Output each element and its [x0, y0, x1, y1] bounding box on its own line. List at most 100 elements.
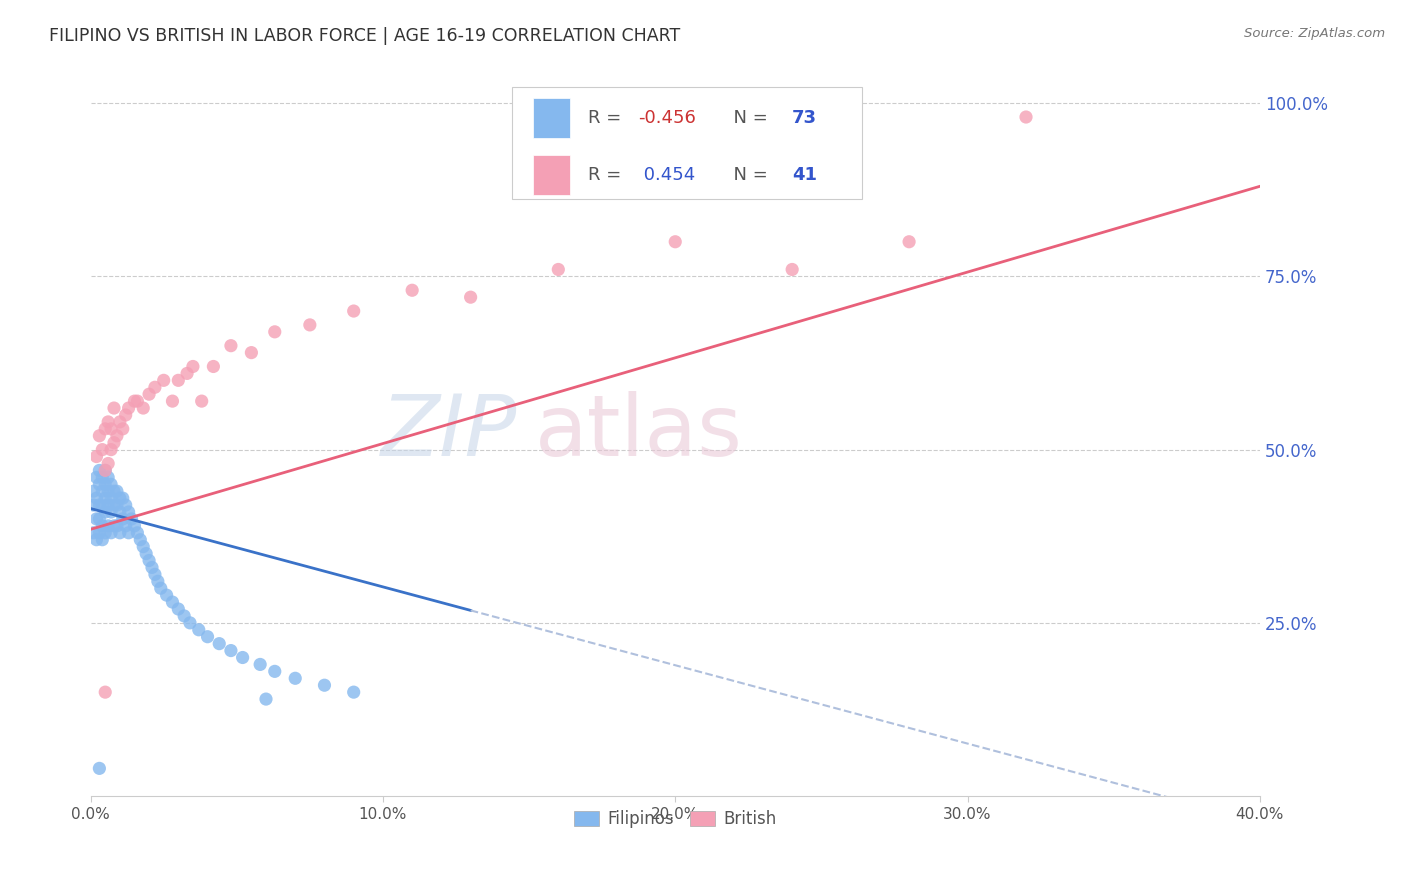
Point [114, 408, 136, 422]
Point [86, 450, 108, 464]
Text: R =: R = [588, 110, 627, 128]
Point [460, 290, 482, 304]
Point [108, 525, 131, 540]
Point [146, 574, 169, 589]
Point [83, 498, 105, 512]
Point [167, 602, 190, 616]
Point [86, 533, 108, 547]
Point [129, 533, 152, 547]
Point [105, 498, 128, 512]
Point [547, 262, 569, 277]
Legend: Filipinos, British: Filipinos, British [567, 804, 783, 835]
Point [94, 422, 117, 436]
Text: R =: R = [588, 166, 627, 184]
Text: 73: 73 [792, 110, 817, 128]
Point [132, 401, 155, 415]
Point [105, 484, 128, 499]
Point [108, 491, 131, 505]
Point [91, 484, 114, 499]
Point [100, 422, 122, 436]
Text: Source: ZipAtlas.com: Source: ZipAtlas.com [1244, 27, 1385, 40]
Point [208, 637, 231, 651]
Point [141, 560, 163, 574]
Point [89, 525, 111, 540]
Point [103, 401, 125, 415]
Point [97, 470, 120, 484]
Point [138, 387, 160, 401]
Point [1015, 110, 1038, 124]
Point [103, 498, 125, 512]
Text: atlas: atlas [534, 391, 742, 474]
Point [219, 339, 242, 353]
Point [202, 359, 225, 374]
Point [94, 505, 117, 519]
Point [105, 429, 128, 443]
Point [121, 512, 143, 526]
Point [167, 373, 190, 387]
Point [263, 665, 285, 679]
Point [91, 498, 114, 512]
Point [97, 519, 120, 533]
Point [94, 463, 117, 477]
Point [176, 367, 198, 381]
Point [401, 283, 423, 297]
Point [254, 692, 277, 706]
Point [219, 643, 242, 657]
Text: FILIPINO VS BRITISH IN LABOR FORCE | AGE 16-19 CORRELATION CHART: FILIPINO VS BRITISH IN LABOR FORCE | AGE… [49, 27, 681, 45]
Point [187, 623, 209, 637]
Point [114, 498, 136, 512]
Point [117, 525, 139, 540]
Point [89, 512, 111, 526]
Point [197, 630, 219, 644]
Text: N =: N = [723, 110, 773, 128]
Point [103, 519, 125, 533]
Point [240, 345, 263, 359]
Point [127, 394, 149, 409]
Point [111, 491, 134, 505]
Point [91, 533, 114, 547]
Point [249, 657, 271, 672]
Point [111, 422, 134, 436]
Point [181, 359, 204, 374]
Point [89, 463, 111, 477]
Point [86, 491, 108, 505]
Point [100, 442, 122, 457]
Point [108, 415, 131, 429]
Point [124, 394, 146, 409]
Bar [533, 154, 569, 194]
Point [103, 484, 125, 499]
Point [89, 429, 111, 443]
Point [149, 581, 172, 595]
Point [91, 519, 114, 533]
Point [108, 505, 131, 519]
Point [114, 519, 136, 533]
Point [132, 540, 155, 554]
Bar [533, 98, 569, 138]
Point [135, 547, 157, 561]
Point [232, 650, 254, 665]
Point [89, 761, 111, 775]
Point [127, 525, 149, 540]
Text: -0.456: -0.456 [638, 110, 696, 128]
Point [664, 235, 686, 249]
Point [97, 498, 120, 512]
Point [780, 262, 803, 277]
Point [83, 525, 105, 540]
Point [162, 394, 184, 409]
Point [94, 685, 117, 699]
Point [100, 505, 122, 519]
Point [83, 484, 105, 499]
Point [117, 401, 139, 415]
Point [117, 505, 139, 519]
Point [898, 235, 921, 249]
Point [173, 609, 195, 624]
Point [103, 435, 125, 450]
Point [94, 477, 117, 491]
Point [111, 512, 134, 526]
Point [100, 491, 122, 505]
Point [284, 671, 307, 685]
Text: N =: N = [723, 166, 773, 184]
Point [86, 470, 108, 484]
Point [97, 484, 120, 499]
FancyBboxPatch shape [512, 87, 862, 200]
